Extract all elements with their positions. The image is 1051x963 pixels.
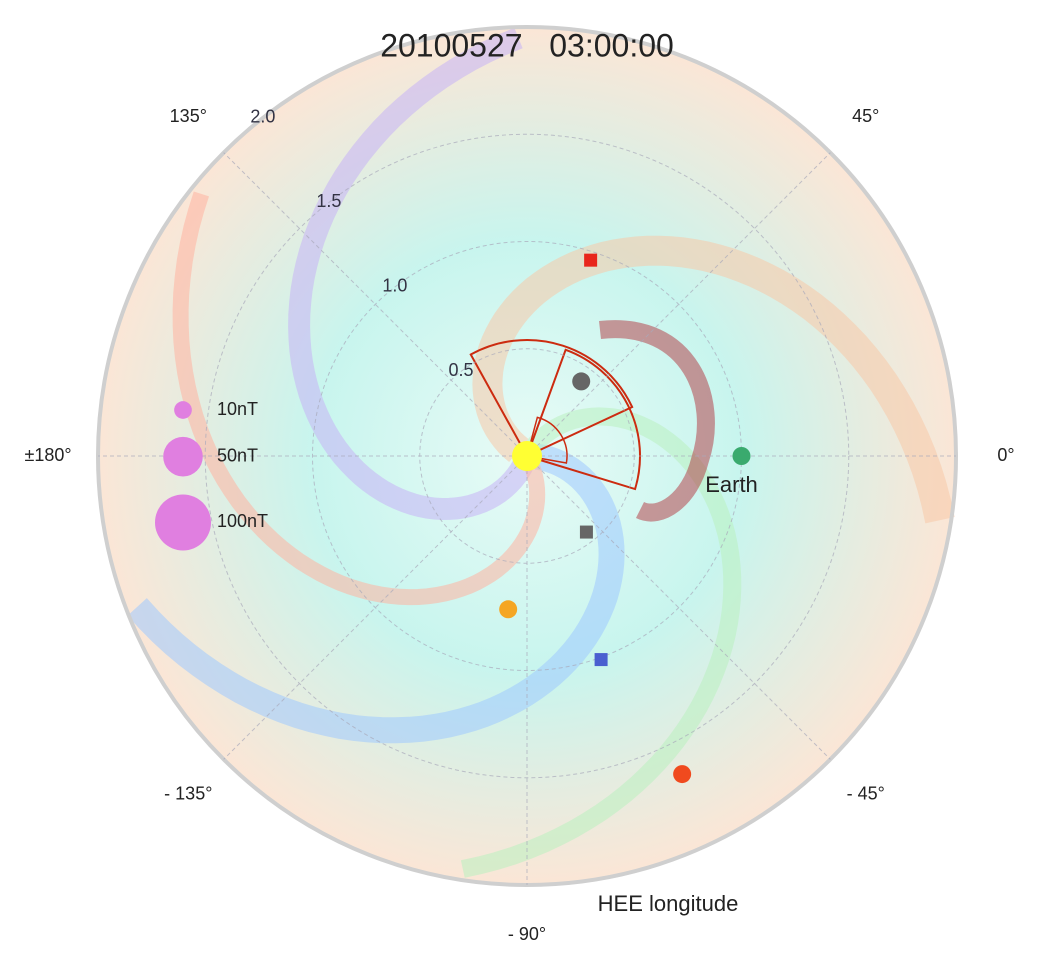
marker [594,653,608,667]
grid-circle [204,133,850,779]
cme-sector [526,416,568,464]
theta-tick-label: - 135° [164,783,212,803]
cme-front [599,320,715,522]
solar-wind-stream [288,27,533,521]
cme-sector [469,339,634,458]
r-tick-label: 1.0 [382,276,407,296]
theta-tick-label: 45° [852,106,879,126]
legend-marker [174,401,192,419]
legend-label: 100nT [217,511,268,531]
marker [732,447,751,465]
marker [579,525,593,539]
legend-label: 10nT [217,399,258,419]
r-tick-label: 2.0 [250,107,275,127]
grid-line [223,152,528,457]
theta-tick-label: 135° [170,106,207,126]
r-tick-label: 0.5 [448,360,473,380]
grid-line [223,455,528,760]
axis-label: HEE longitude [598,891,739,916]
legend-marker [155,494,211,551]
solar-wind-stream [127,443,625,744]
r-tick-label: 1.5 [316,191,341,211]
point-label: Earth [705,472,758,497]
marker [572,372,591,391]
theta-tick-label: 0° [997,445,1014,465]
marker [673,765,692,784]
theta-tick-label: ±180° [24,445,71,465]
cme-sector [525,348,641,491]
marker [512,441,542,471]
theta-tick-label: - 90° [508,924,546,944]
chart-title: 20100527 03:00:00 [380,27,674,63]
marker [499,600,518,619]
legend-marker [163,436,203,477]
theta-tick-label: - 45° [847,783,885,803]
grid-line [526,152,831,457]
marker [584,253,598,267]
solar-wind-stream [472,235,955,524]
legend-label: 50nT [217,445,258,465]
grid-line [526,455,831,760]
